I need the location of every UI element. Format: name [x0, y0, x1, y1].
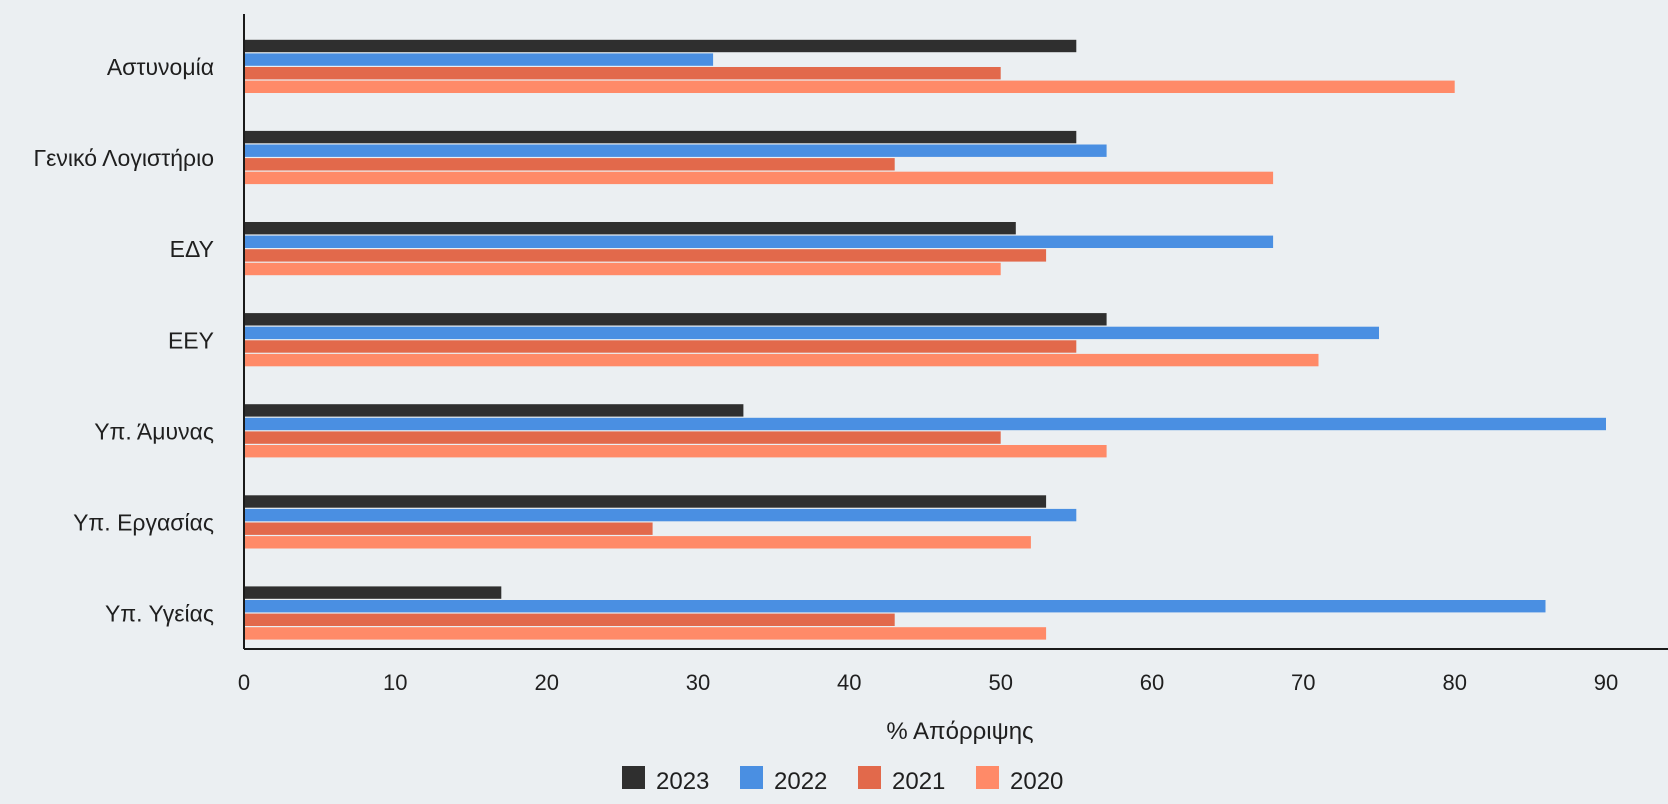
bar-2023-7: [244, 586, 502, 599]
bar-2023-1: [244, 39, 1077, 53]
bar-2023-3: [244, 222, 1016, 235]
legend-swatch-2021: [858, 766, 881, 789]
bars-layer: [244, 39, 1606, 640]
x-tick-label: 50: [988, 670, 1012, 695]
axes-layer: [243, 14, 1668, 650]
category-label: ΕΕΥ: [168, 327, 214, 353]
bar-2020-3: [244, 262, 1001, 276]
bar-2023-2: [244, 130, 1077, 144]
bar-2021-2: [244, 158, 895, 171]
bar-2022-2: [244, 144, 1107, 157]
x-axis-title: % Απόρριψης: [886, 718, 1033, 745]
legend-label-2022: 2022: [774, 768, 827, 795]
x-tick-label: 30: [686, 670, 710, 695]
bar-2022-5: [244, 417, 1606, 431]
category-label: Υπ. Υγείας: [105, 601, 214, 627]
legend-label-2020: 2020: [1010, 768, 1063, 795]
x-tick-label: 40: [837, 670, 861, 695]
legend: 2023 2022 2021 2020: [622, 766, 1063, 795]
bar-2022-6: [244, 508, 1077, 522]
bar-2023-6: [244, 495, 1047, 508]
bar-2020-5: [244, 445, 1107, 458]
category-labels: Αστυνομία Γενικό Λογιστήριο ΕΔΥ ΕΕΥ Υπ. Άμυν…: [34, 54, 215, 627]
legend-swatch-2022: [740, 766, 763, 789]
bar-2021-6: [244, 522, 653, 535]
bar-2022-7: [244, 600, 1546, 613]
bar-2021-1: [244, 67, 1001, 80]
x-tick-label: 90: [1594, 670, 1618, 695]
x-tick-label: 10: [383, 670, 407, 695]
category-label: Γενικό Λογιστήριο: [34, 145, 215, 171]
bar-2021-4: [244, 340, 1077, 353]
category-label: Υπ. Εργασίας: [73, 510, 214, 536]
x-tick-label: 60: [1140, 670, 1164, 695]
bar-2020-2: [244, 171, 1274, 185]
bar-2023-5: [244, 404, 744, 417]
bar-2020-7: [244, 627, 1047, 640]
x-tick-label: 80: [1442, 670, 1466, 695]
x-tick-label: 0: [238, 670, 250, 695]
bar-2021-5: [244, 431, 1001, 444]
legend-label-2021: 2021: [892, 768, 945, 795]
legend-swatch-2020: [976, 766, 999, 789]
bar-2022-1: [244, 53, 714, 66]
bar-2020-6: [244, 536, 1031, 549]
x-tick-label: 70: [1291, 670, 1315, 695]
bar-2023-4: [244, 313, 1107, 326]
bar-2020-4: [244, 353, 1319, 367]
category-label: Υπ. Άμυνας: [94, 418, 214, 444]
legend-swatch-2023: [622, 766, 645, 789]
bar-2020-1: [244, 80, 1455, 93]
x-axis-ticks: 0 10 20 30 40 50 60 70 80 90: [238, 670, 1618, 695]
bar-2021-7: [244, 613, 895, 626]
bar-2021-3: [244, 249, 1047, 262]
x-tick-label: 20: [534, 670, 558, 695]
category-label: Αστυνομία: [107, 54, 214, 80]
bar-2022-4: [244, 326, 1379, 340]
legend-label-2023: 2023: [656, 768, 709, 795]
category-label: ΕΔΥ: [170, 236, 214, 262]
bar-2022-3: [244, 235, 1274, 248]
